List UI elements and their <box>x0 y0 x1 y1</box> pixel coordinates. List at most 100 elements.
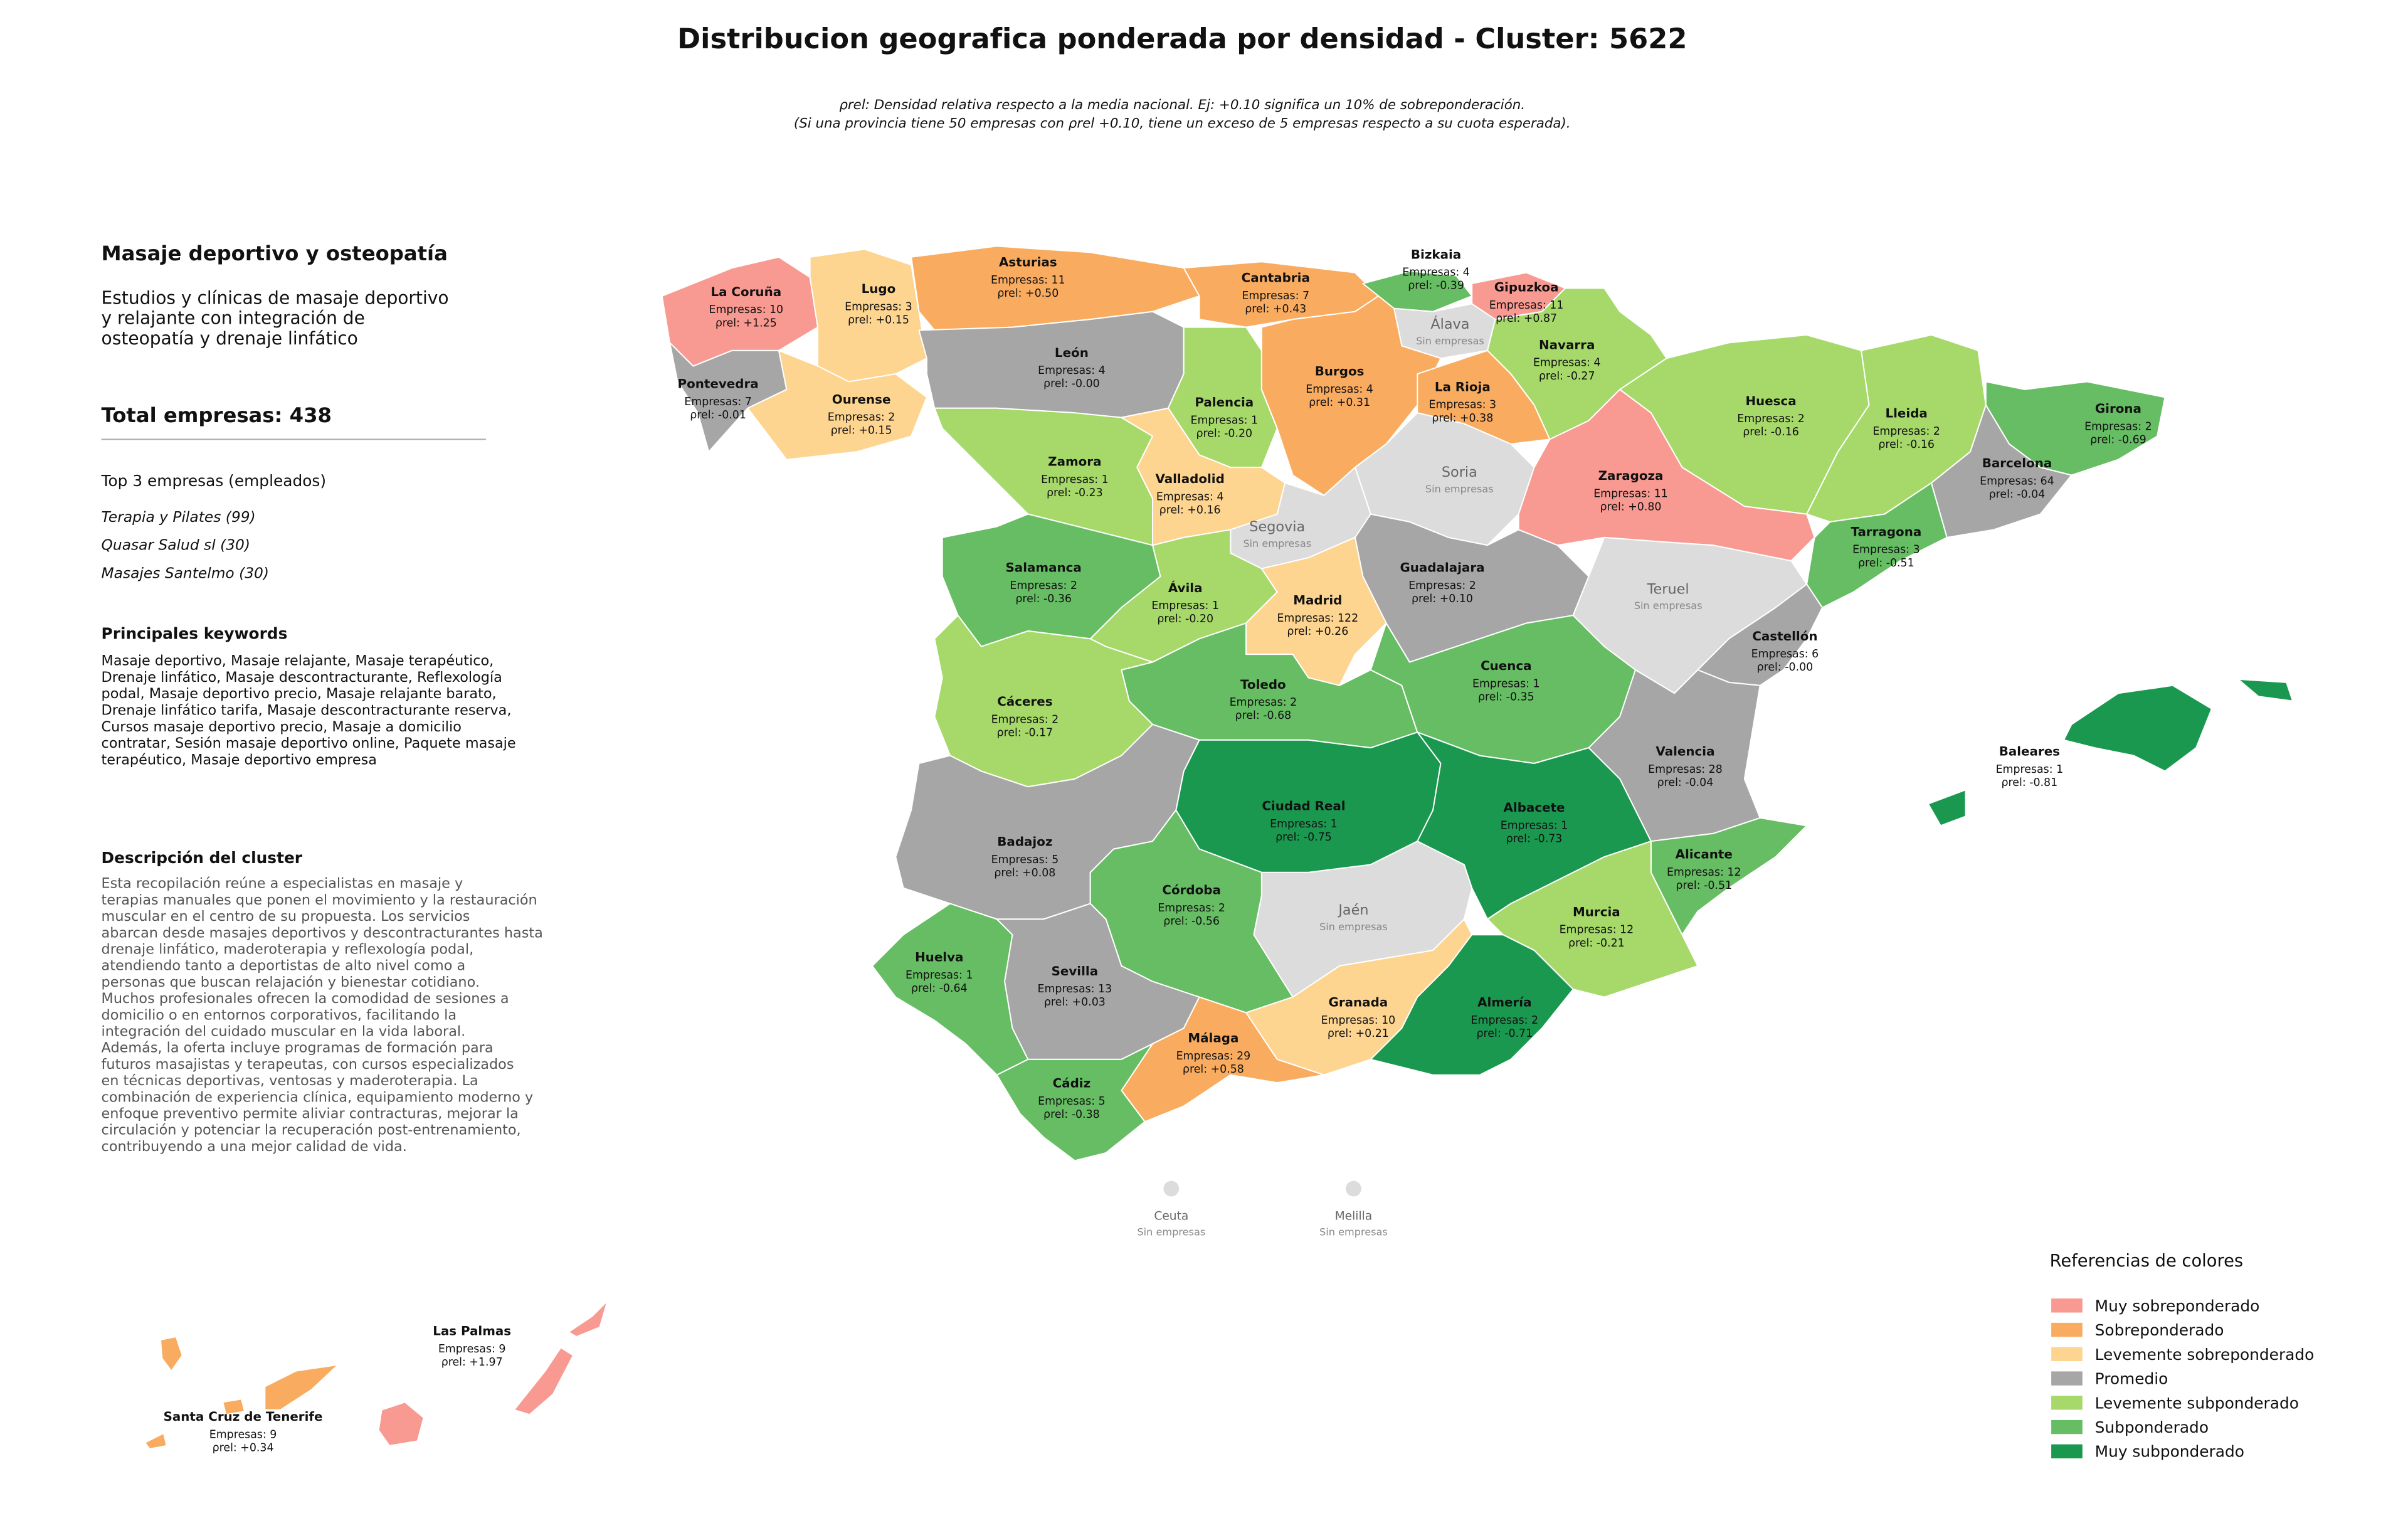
province-name: Ávila <box>1168 581 1203 595</box>
cluster-description-line: abarcan desde masajes deportivos y desco… <box>102 925 543 941</box>
province-empresas: Empresas: 11 <box>1593 487 1668 500</box>
subtitle: (Si una provincia tiene 50 empresas con … <box>794 116 1571 132</box>
province-name: Badajoz <box>997 835 1052 849</box>
legend-swatch <box>2051 1322 2083 1337</box>
province-note: Sin empresas <box>1137 1226 1205 1238</box>
province-shapes <box>144 245 2294 1450</box>
legend-title: Referencias de colores <box>2050 1251 2243 1271</box>
province-empresas: Empresas: 2 <box>1471 1014 1539 1027</box>
province-empresas: Empresas: 13 <box>1038 983 1112 995</box>
province-name: Valladolid <box>1155 472 1224 486</box>
province-empresas: Empresas: 11 <box>1489 299 1564 312</box>
province-name: Santa Cruz de Tenerife <box>164 1409 323 1424</box>
province-rho: ρrel: +0.16 <box>1159 504 1221 516</box>
province-rho: ρrel: -0.00 <box>1757 661 1814 674</box>
province-rho: ρrel: -0.23 <box>1047 487 1103 499</box>
province-name: Lugo <box>862 282 896 296</box>
province-empresas: Empresas: 7 <box>1242 290 1309 302</box>
cluster-description-line: personas que buscan relajación y bienest… <box>102 974 480 990</box>
province-name: La Rioja <box>1435 379 1491 394</box>
province-empresas: Empresas: 2 <box>1230 696 1297 709</box>
province-rho: ρrel: +0.21 <box>1328 1027 1389 1040</box>
province-rho: ρrel: +0.34 <box>213 1442 274 1455</box>
total: Total empresas: 438 <box>102 403 332 427</box>
province-rho: ρrel: -0.00 <box>1043 378 1100 390</box>
panel-description: Estudios y clínicas de masaje deportivo <box>102 287 449 308</box>
province-rho: ρrel: -0.01 <box>690 409 746 422</box>
province-rho: ρrel: -0.21 <box>1568 937 1625 950</box>
province-shape <box>144 1432 167 1450</box>
province-empresas: Empresas: 2 <box>1408 580 1476 592</box>
province-name: Jaén <box>1337 902 1368 918</box>
province-empresas: Empresas: 7 <box>684 396 752 408</box>
province-rho: ρrel: +0.43 <box>1245 303 1306 316</box>
cluster-description-line: muscular en el centro de su propuesta. L… <box>102 908 470 925</box>
province-note: Sin empresas <box>1425 483 1494 495</box>
province-shape <box>1370 934 1574 1076</box>
province-shape <box>264 1364 339 1411</box>
province-empresas: Empresas: 28 <box>1648 763 1723 776</box>
province-empresas: Empresas: 3 <box>845 300 912 313</box>
province-empresas: Empresas: 1 <box>1190 415 1258 427</box>
cluster-description-line: combinación de experiencia clínica, equi… <box>102 1089 534 1105</box>
province-shape <box>159 1336 183 1372</box>
province-shape <box>1346 1180 1361 1197</box>
province-empresas: Empresas: 4 <box>1402 267 1470 279</box>
province-shape <box>2063 684 2212 772</box>
province-shape <box>1806 482 1948 608</box>
province-name: Álava <box>1430 315 1469 332</box>
cluster-description-line: drenaje linfático, maderoterapia y refle… <box>102 942 474 958</box>
province-rho: ρrel: -0.73 <box>1506 832 1563 845</box>
province-rho: ρrel: +0.15 <box>831 425 892 437</box>
province-rho: ρrel: +1.97 <box>441 1356 503 1369</box>
province-shape <box>996 1043 1154 1162</box>
province-rho: ρrel: -0.04 <box>1657 777 1714 789</box>
province-rho: ρrel: +0.31 <box>1309 396 1370 409</box>
province-name: Guadalajara <box>1400 561 1484 575</box>
province-name: Málaga <box>1188 1031 1238 1046</box>
province-rho: ρrel: -0.69 <box>2090 434 2147 447</box>
cluster-description-line: terapias manuales que ponen el movimient… <box>102 892 537 908</box>
province-shape <box>747 349 927 460</box>
cluster-description-line: domicilio o en entornos corporativos, fa… <box>102 1007 457 1023</box>
province-rho: ρrel: -0.27 <box>1539 370 1595 383</box>
province-empresas: Empresas: 2 <box>1158 902 1225 915</box>
province-name: Alicante <box>1676 847 1733 862</box>
province-name: Huesca <box>1745 394 1796 408</box>
province-name: Melilla <box>1335 1210 1373 1223</box>
province-rho: ρrel: +0.80 <box>1600 501 1662 513</box>
province-name: Castellón <box>1752 629 1817 644</box>
province-rho: ρrel: +0.10 <box>1412 593 1473 605</box>
province-empresas: Empresas: 1 <box>1472 677 1540 690</box>
province-rho: ρrel: -0.39 <box>1408 280 1464 292</box>
province-name: Salamanca <box>1006 561 1082 575</box>
province-rho: ρrel: -0.20 <box>1196 428 1252 440</box>
province-empresas: Empresas: 4 <box>1038 364 1106 377</box>
province-rho: ρrel: +0.50 <box>997 287 1059 300</box>
province-empresas: Empresas: 1 <box>1501 819 1568 832</box>
keywords-line: podal, Masaje deportivo precio, Masaje r… <box>102 686 497 702</box>
province-rho: ρrel: -0.35 <box>1478 691 1534 703</box>
province-name: Lleida <box>1885 406 1927 421</box>
province-name: La Coruña <box>710 285 781 299</box>
province-empresas: Empresas: 12 <box>1560 924 1634 936</box>
province-shape <box>1260 295 1442 496</box>
province-name: Ceuta <box>1154 1210 1188 1223</box>
province-name: Barcelona <box>1982 456 2052 470</box>
province-name: Almería <box>1477 995 1531 1009</box>
province-note: Sin empresas <box>1634 600 1703 612</box>
legend-swatch <box>2051 1444 2083 1458</box>
province-empresas: Empresas: 10 <box>709 304 783 316</box>
province-name: Palencia <box>1195 395 1254 410</box>
province-empresas: Empresas: 12 <box>1667 866 1741 879</box>
province-rho: ρrel: -0.16 <box>1743 426 1799 438</box>
province-empresas: Empresas: 4 <box>1533 357 1601 369</box>
province-rho: ρrel: -0.51 <box>1676 879 1732 892</box>
province-name: Sevilla <box>1052 964 1099 979</box>
province-rho: ρrel: -0.38 <box>1043 1108 1100 1121</box>
province-note: Sin empresas <box>1416 335 1484 347</box>
top-company: Masajes Santelmo (30) <box>102 564 269 581</box>
panel-description: osteopatía y drenaje linfático <box>102 328 358 349</box>
province-rho: ρrel: -0.71 <box>1477 1027 1533 1040</box>
